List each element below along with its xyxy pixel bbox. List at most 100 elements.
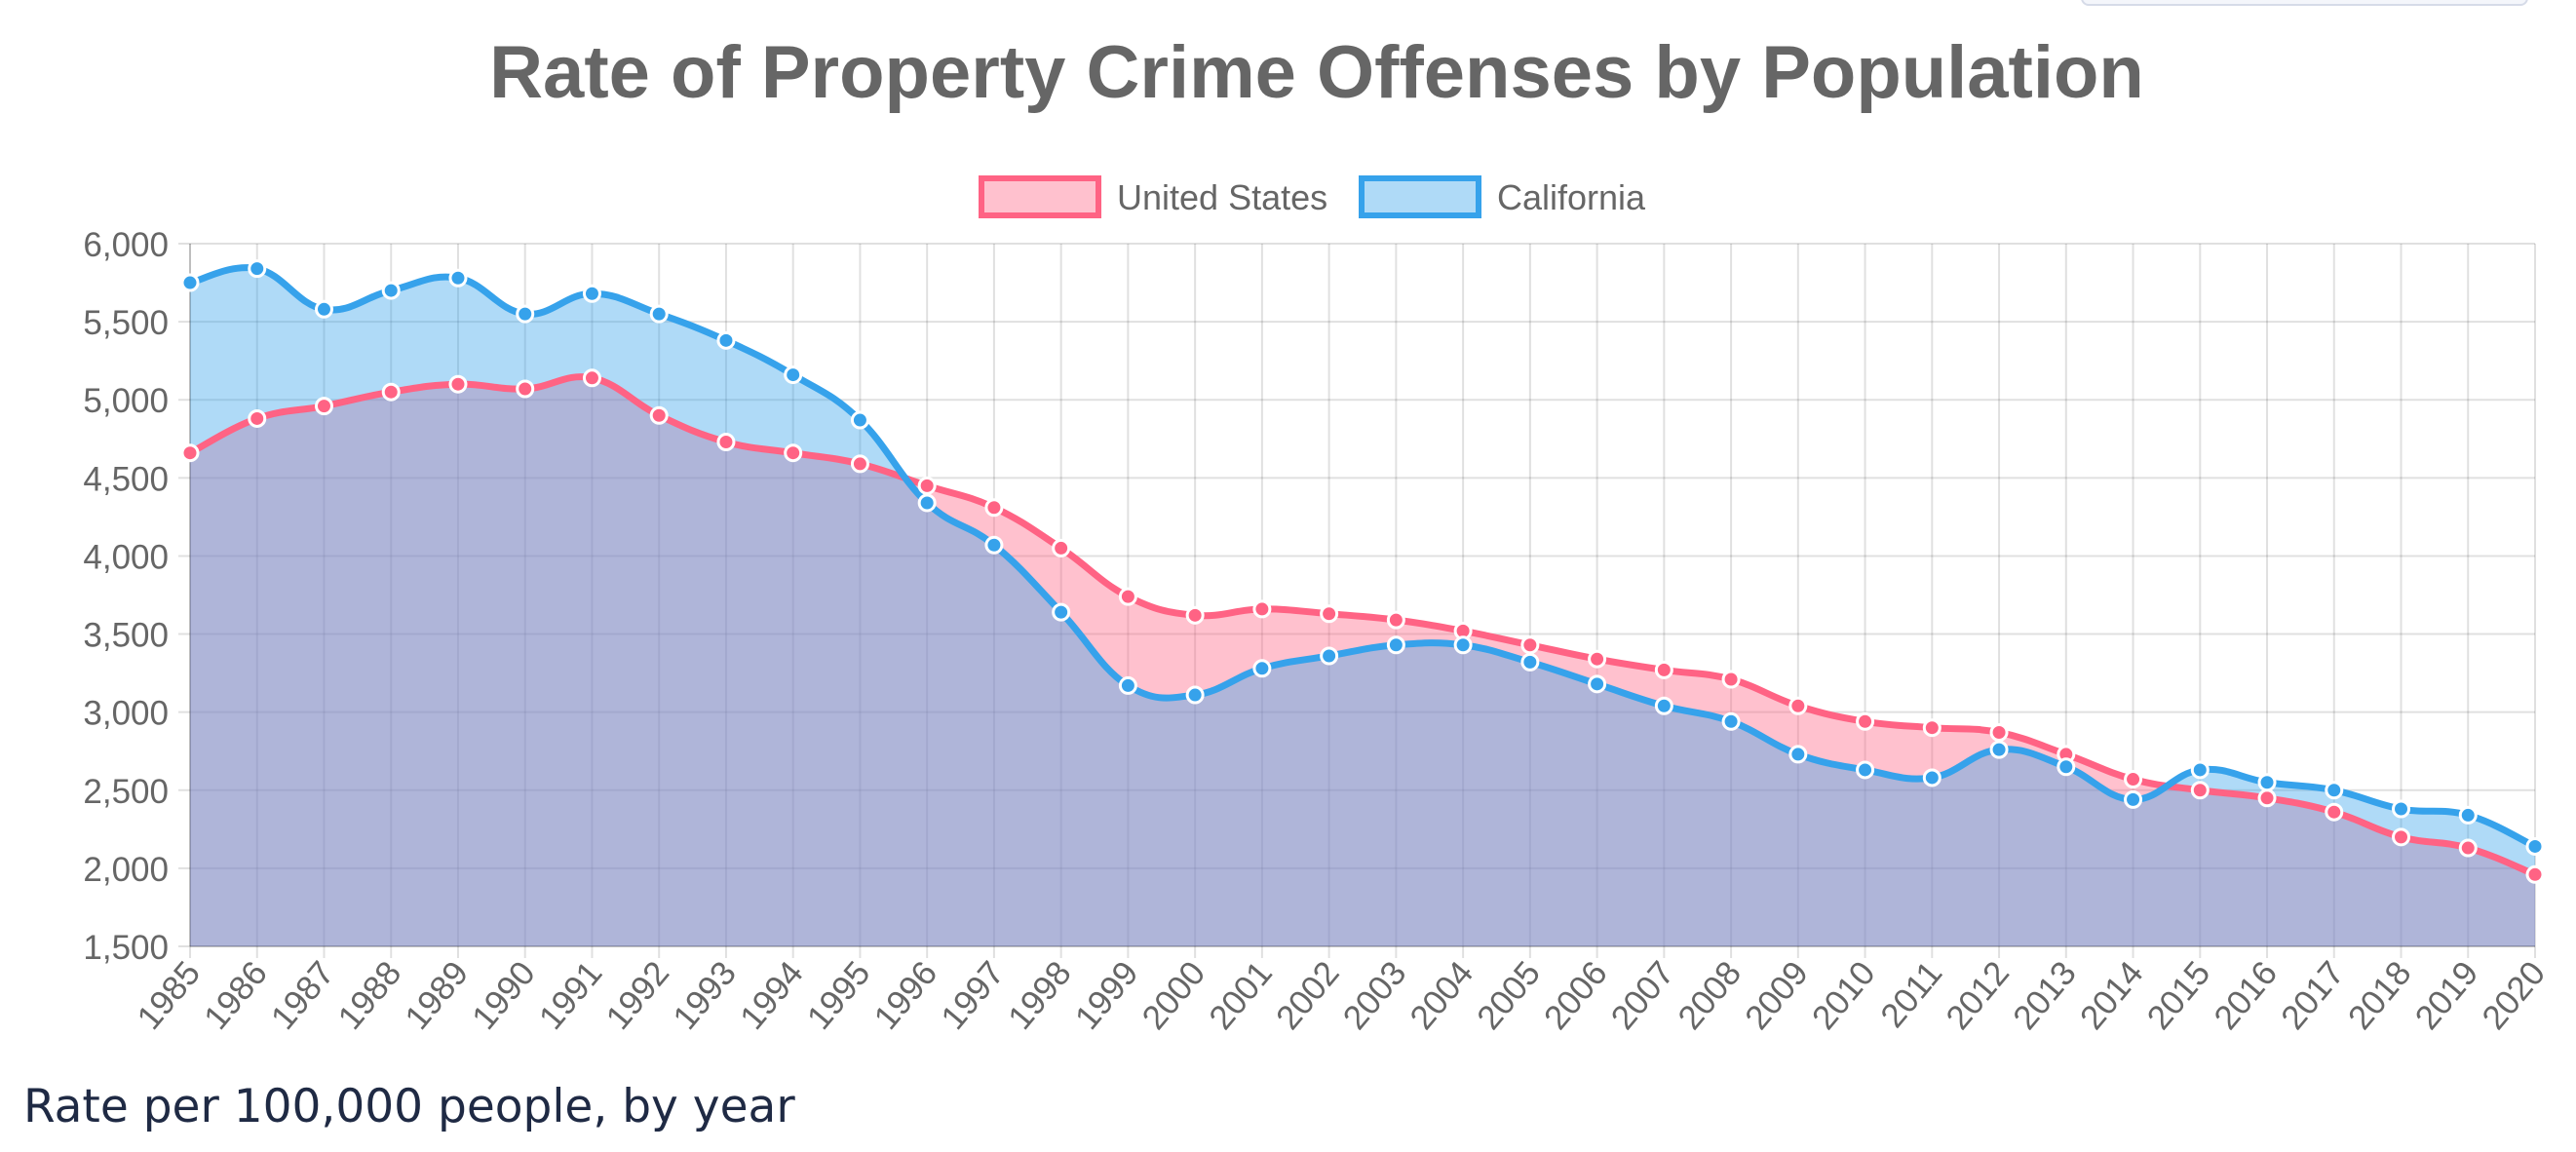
x-tick-label: 2004 bbox=[1403, 954, 1480, 1037]
y-tick-label: 2,500 bbox=[83, 773, 169, 811]
data-point bbox=[649, 405, 669, 425]
data-point bbox=[1185, 685, 1205, 705]
data-point bbox=[582, 284, 601, 303]
data-point bbox=[180, 443, 200, 463]
data-point bbox=[716, 330, 736, 350]
x-tick-label: 1990 bbox=[465, 954, 543, 1037]
chart-caption: Rate per 100,000 people, by year bbox=[23, 1080, 795, 1133]
data-point bbox=[1654, 660, 1673, 679]
x-tick-label: 1994 bbox=[733, 954, 811, 1037]
legend-label-california: California bbox=[1497, 177, 1646, 217]
data-point bbox=[2458, 805, 2478, 825]
data-point bbox=[180, 273, 200, 292]
data-point bbox=[850, 410, 869, 430]
data-point bbox=[917, 476, 937, 495]
y-tick-label: 1,500 bbox=[83, 929, 169, 967]
x-tick-label: 1995 bbox=[800, 954, 878, 1037]
legend-swatch-california bbox=[1359, 175, 1481, 218]
data-point bbox=[1788, 745, 1808, 764]
data-point bbox=[2392, 799, 2411, 819]
x-tick-label: 2008 bbox=[1671, 954, 1749, 1037]
data-point bbox=[1386, 635, 1405, 655]
data-point bbox=[2124, 770, 2143, 789]
x-tick-label: 2003 bbox=[1336, 954, 1414, 1037]
data-point bbox=[1520, 652, 1540, 672]
data-point bbox=[1052, 538, 1071, 557]
data-point bbox=[1721, 711, 1741, 731]
data-point bbox=[448, 374, 468, 394]
x-tick-label: 2000 bbox=[1134, 954, 1212, 1037]
x-tick-label: 1986 bbox=[197, 954, 275, 1037]
data-point bbox=[1453, 635, 1473, 655]
data-point bbox=[1989, 722, 2009, 742]
points-united-states bbox=[180, 368, 2545, 884]
x-tick-label: 2012 bbox=[1939, 954, 2017, 1037]
data-point bbox=[2458, 838, 2478, 858]
data-point bbox=[1320, 604, 1339, 624]
data-point bbox=[2525, 864, 2545, 884]
y-tick-label: 5,500 bbox=[83, 304, 169, 342]
x-tick-label: 2019 bbox=[2407, 954, 2485, 1037]
data-point bbox=[1989, 740, 2009, 759]
x-tick-label: 2011 bbox=[1873, 954, 1949, 1035]
data-point bbox=[784, 365, 803, 385]
data-point bbox=[1788, 696, 1808, 715]
data-point bbox=[1252, 599, 1272, 619]
x-tick-label: 2016 bbox=[2207, 954, 2285, 1037]
y-tick-label: 5,000 bbox=[83, 382, 169, 420]
data-point bbox=[248, 259, 267, 279]
data-point bbox=[850, 454, 869, 474]
area-california bbox=[190, 267, 2535, 947]
data-point bbox=[1856, 760, 1875, 780]
x-tick-label: 1996 bbox=[866, 954, 944, 1037]
data-point bbox=[2325, 781, 2344, 800]
data-point bbox=[2190, 781, 2210, 800]
data-point bbox=[582, 368, 601, 388]
y-tick-label: 4,500 bbox=[83, 460, 169, 498]
y-tick-label: 3,500 bbox=[83, 617, 169, 655]
data-point bbox=[1386, 610, 1405, 630]
data-point bbox=[2124, 789, 2143, 809]
data-point bbox=[784, 443, 803, 463]
y-tick-label: 4,000 bbox=[83, 538, 169, 576]
x-tick-label: 1998 bbox=[1001, 954, 1079, 1037]
data-point bbox=[2325, 802, 2344, 822]
data-point bbox=[448, 268, 468, 288]
x-tick-label: 2002 bbox=[1269, 954, 1347, 1037]
x-tick-label: 2020 bbox=[2475, 954, 2553, 1037]
x-tick-label: 2005 bbox=[1470, 954, 1548, 1037]
data-point bbox=[1922, 768, 1942, 787]
data-point bbox=[248, 408, 267, 428]
x-tick-label: 1993 bbox=[666, 954, 744, 1037]
data-point bbox=[314, 397, 333, 416]
data-point bbox=[1252, 659, 1272, 678]
data-point bbox=[1721, 670, 1741, 689]
x-tick-label: 1989 bbox=[398, 954, 476, 1037]
legend: United States California bbox=[979, 175, 1646, 218]
data-point bbox=[716, 432, 736, 451]
x-tick-label: 2006 bbox=[1537, 954, 1615, 1037]
x-tick-label: 1988 bbox=[330, 954, 408, 1037]
x-tick-label: 1999 bbox=[1068, 954, 1146, 1037]
data-point bbox=[2392, 827, 2411, 847]
data-point bbox=[2257, 773, 2277, 792]
chart-title: Rate of Property Crime Offenses by Popul… bbox=[489, 31, 2144, 114]
data-point bbox=[2257, 788, 2277, 808]
legend-label-united-states: United States bbox=[1117, 177, 1327, 217]
x-tick-label: 2015 bbox=[2139, 954, 2217, 1037]
x-tick-label: 1987 bbox=[264, 954, 342, 1037]
x-tick-label: 1991 bbox=[532, 954, 610, 1037]
x-tick-label: 2018 bbox=[2341, 954, 2419, 1037]
x-tick-label: 1997 bbox=[934, 954, 1012, 1037]
data-point bbox=[1654, 696, 1673, 715]
data-point bbox=[1118, 675, 1137, 695]
points-california bbox=[180, 259, 2545, 856]
data-point bbox=[1118, 587, 1137, 606]
x-tick-label: 2010 bbox=[1805, 954, 1883, 1037]
y-tick-label: 6,000 bbox=[83, 226, 169, 264]
area-united-states bbox=[190, 376, 2535, 946]
data-point bbox=[381, 281, 401, 300]
data-point bbox=[1588, 674, 1607, 694]
data-point bbox=[2525, 836, 2545, 856]
